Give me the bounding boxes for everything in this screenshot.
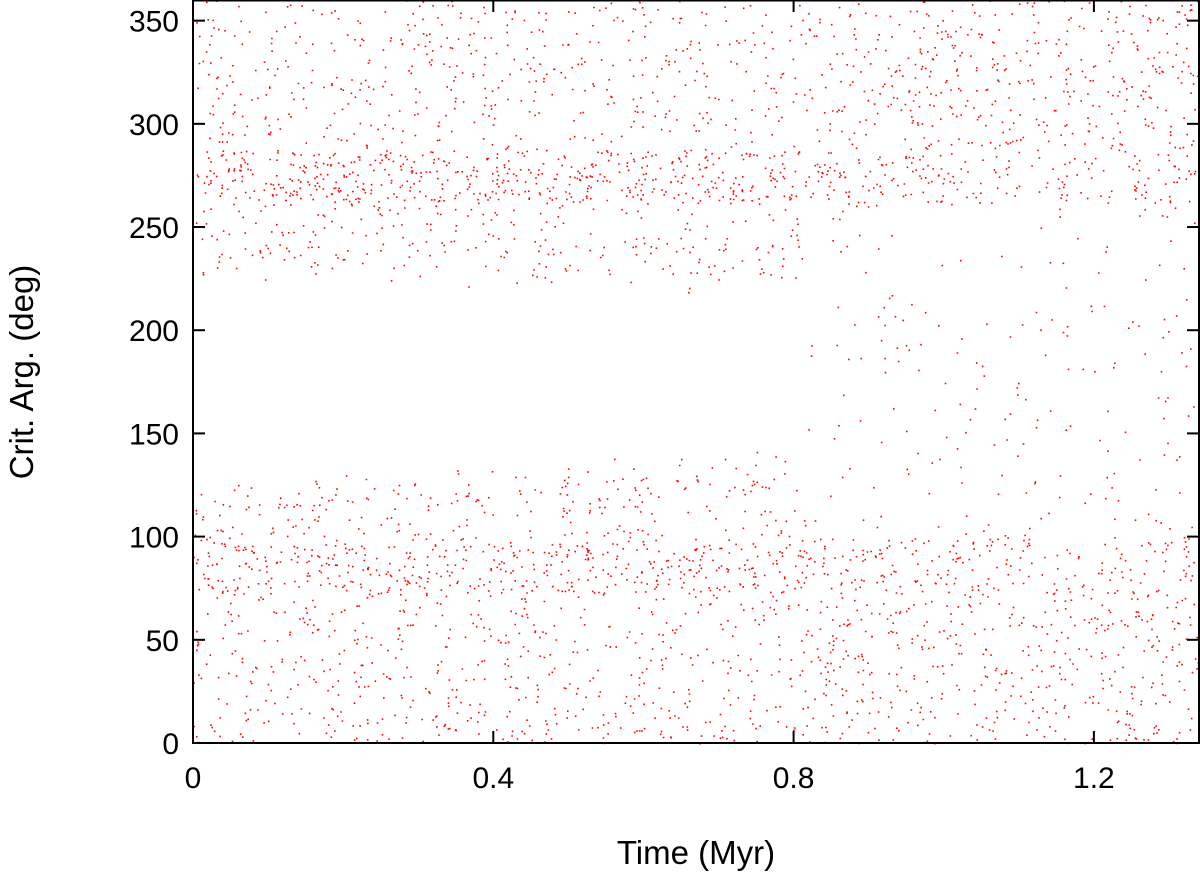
y-tick-label: 0 <box>162 728 179 761</box>
ticks: 0 0.4 0.8 1.2 0 50 100 150 200 250 300 350 <box>129 0 1199 795</box>
y-tick-label: 250 <box>129 212 179 245</box>
y-tick-label: 150 <box>129 418 179 451</box>
y-axis-title: Crit. Arg. (deg) <box>3 265 40 480</box>
y-tick-label: 200 <box>129 315 179 348</box>
x-tick-label: 0.8 <box>773 762 815 795</box>
y-tick-label: 350 <box>129 6 179 39</box>
scatter-points <box>193 0 1200 745</box>
x-tick-label: 0.4 <box>472 762 514 795</box>
y-tick-label: 100 <box>129 522 179 555</box>
x-tick-label: 0 <box>185 762 202 795</box>
axes <box>192 0 1200 744</box>
plot-frame <box>192 0 1200 744</box>
scatter-point-cloud <box>193 0 1200 745</box>
x-tick-label: 1.2 <box>1073 762 1115 795</box>
y-tick-label: 300 <box>129 109 179 142</box>
y-tick-label: 50 <box>146 625 179 658</box>
x-axis-title: Time (Myr) <box>617 834 775 871</box>
